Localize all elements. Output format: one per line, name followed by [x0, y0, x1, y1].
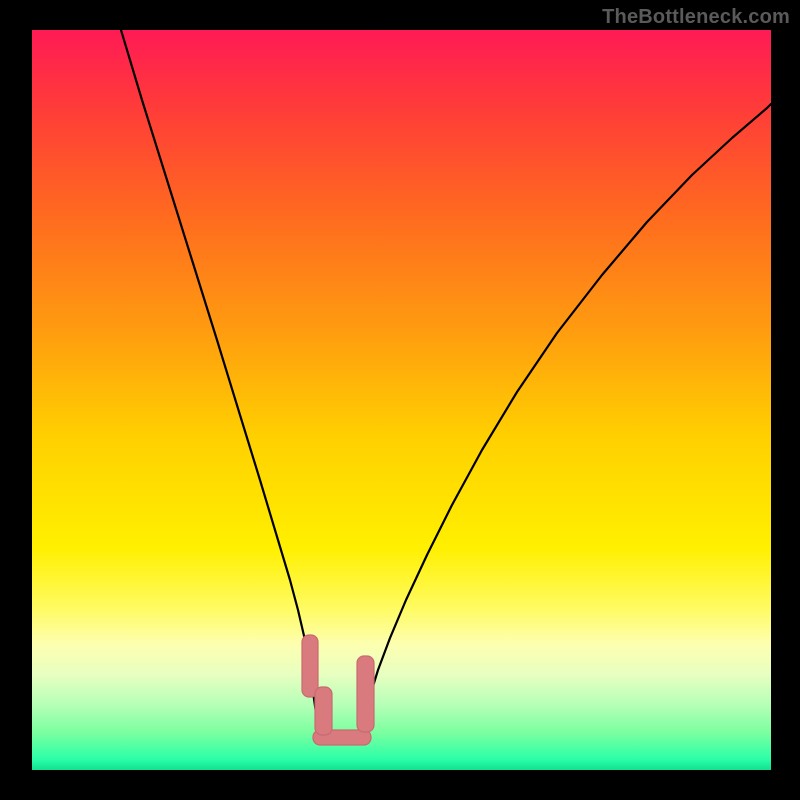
plot-background — [32, 30, 771, 770]
marker-segment — [357, 656, 374, 732]
watermark-text: TheBottleneck.com — [602, 6, 790, 29]
marker-segment — [315, 687, 332, 735]
marker-segment — [302, 635, 318, 697]
chart-svg — [0, 0, 800, 800]
